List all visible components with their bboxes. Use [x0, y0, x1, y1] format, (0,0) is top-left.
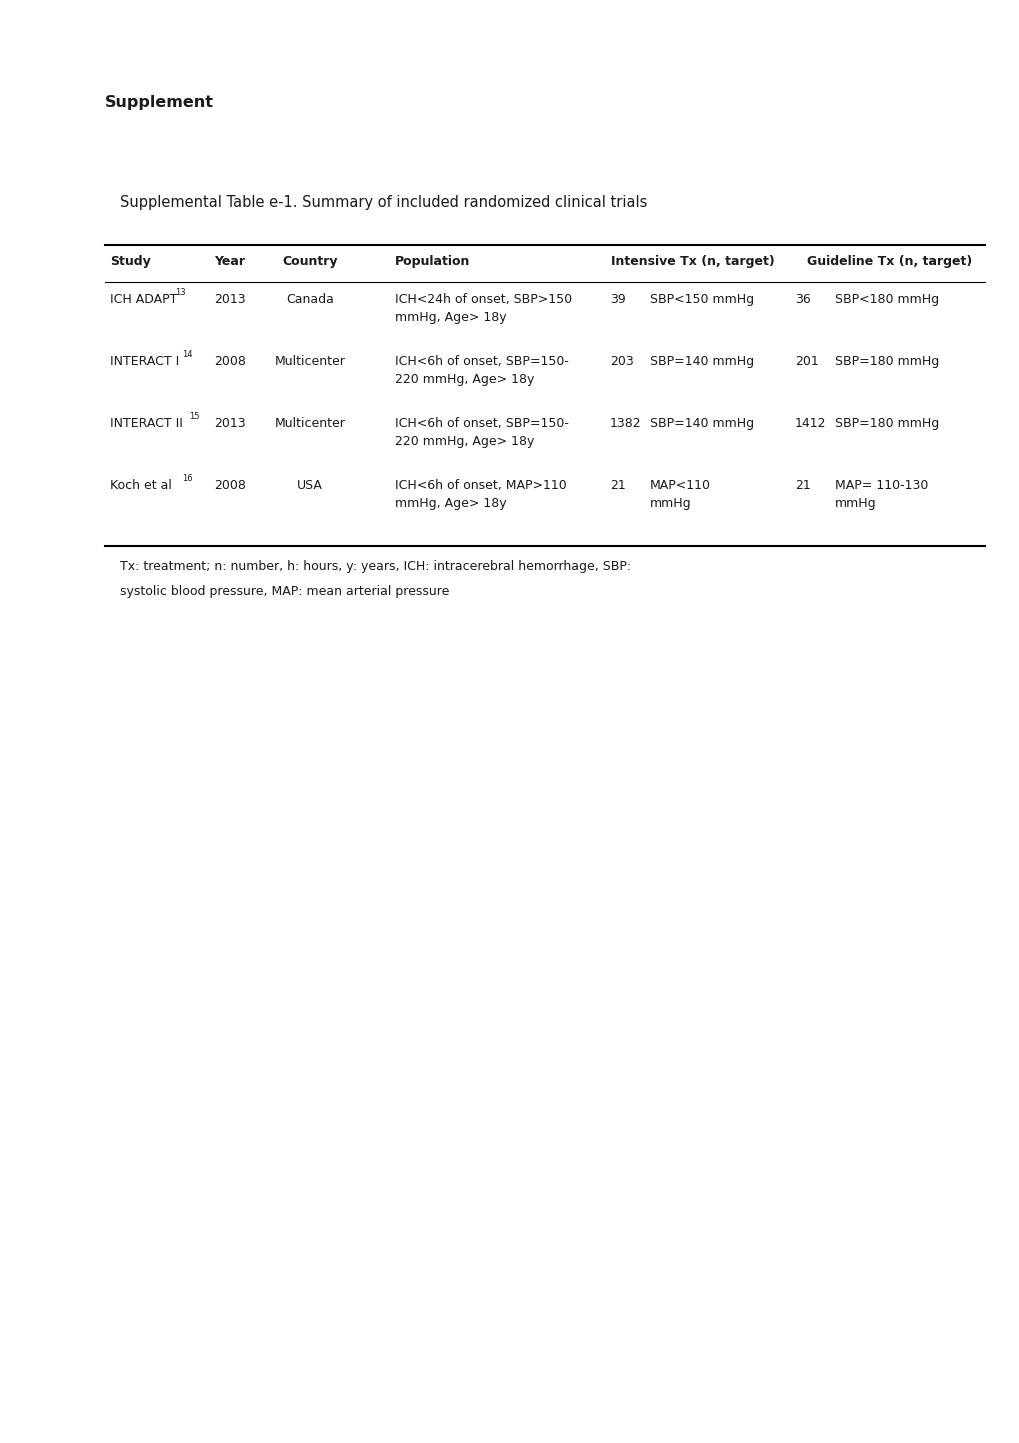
- Text: USA: USA: [297, 479, 323, 492]
- Text: mmHg, Age> 18y: mmHg, Age> 18y: [394, 310, 506, 323]
- Text: SBP=180 mmHg: SBP=180 mmHg: [835, 417, 938, 430]
- Text: 1382: 1382: [609, 417, 641, 430]
- Text: SBP<180 mmHg: SBP<180 mmHg: [835, 293, 938, 306]
- Text: Intensive Tx (n, target): Intensive Tx (n, target): [610, 255, 773, 268]
- Text: ICH<6h of onset, SBP=150-: ICH<6h of onset, SBP=150-: [394, 355, 569, 368]
- Text: SBP<150 mmHg: SBP<150 mmHg: [649, 293, 753, 306]
- Text: 220 mmHg, Age> 18y: 220 mmHg, Age> 18y: [394, 434, 534, 447]
- Text: Guideline Tx (n, target): Guideline Tx (n, target): [807, 255, 972, 268]
- Text: 203: 203: [609, 355, 633, 368]
- Text: 220 mmHg, Age> 18y: 220 mmHg, Age> 18y: [394, 372, 534, 385]
- Text: 16: 16: [181, 473, 193, 483]
- Text: 21: 21: [609, 479, 625, 492]
- Text: SBP=180 mmHg: SBP=180 mmHg: [835, 355, 938, 368]
- Text: SBP=140 mmHg: SBP=140 mmHg: [649, 417, 753, 430]
- Text: systolic blood pressure, MAP: mean arterial pressure: systolic blood pressure, MAP: mean arter…: [120, 584, 449, 597]
- Text: Koch et al: Koch et al: [110, 479, 172, 492]
- Text: 201: 201: [794, 355, 818, 368]
- Text: 2008: 2008: [214, 355, 246, 368]
- Text: Supplement: Supplement: [105, 95, 214, 110]
- Text: 13: 13: [174, 289, 185, 297]
- Text: ICH<6h of onset, MAP>110: ICH<6h of onset, MAP>110: [394, 479, 567, 492]
- Text: 14: 14: [181, 351, 193, 359]
- Text: Multicenter: Multicenter: [274, 417, 345, 430]
- Text: 36: 36: [794, 293, 810, 306]
- Text: mmHg: mmHg: [649, 496, 691, 509]
- Text: Population: Population: [394, 255, 470, 268]
- Text: 15: 15: [189, 413, 200, 421]
- Text: SBP=140 mmHg: SBP=140 mmHg: [649, 355, 753, 368]
- Text: Tx: treatment; n: number, h: hours, y: years, ICH: intracerebral hemorrhage, SBP: Tx: treatment; n: number, h: hours, y: y…: [120, 560, 631, 573]
- Text: 21: 21: [794, 479, 810, 492]
- Text: Study: Study: [110, 255, 151, 268]
- Text: Canada: Canada: [285, 293, 333, 306]
- Text: 2013: 2013: [214, 417, 246, 430]
- Text: Country: Country: [282, 255, 337, 268]
- Text: ICH<6h of onset, SBP=150-: ICH<6h of onset, SBP=150-: [394, 417, 569, 430]
- Text: 2013: 2013: [214, 293, 246, 306]
- Text: INTERACT II: INTERACT II: [110, 417, 182, 430]
- Text: 2008: 2008: [214, 479, 246, 492]
- Text: Multicenter: Multicenter: [274, 355, 345, 368]
- Text: INTERACT I: INTERACT I: [110, 355, 179, 368]
- Text: mmHg: mmHg: [835, 496, 875, 509]
- Text: 39: 39: [609, 293, 625, 306]
- Text: Year: Year: [214, 255, 246, 268]
- Text: MAP<110: MAP<110: [649, 479, 710, 492]
- Text: Supplemental Table e-1. Summary of included randomized clinical trials: Supplemental Table e-1. Summary of inclu…: [120, 195, 647, 211]
- Text: mmHg, Age> 18y: mmHg, Age> 18y: [394, 496, 506, 509]
- Text: 1412: 1412: [794, 417, 825, 430]
- Text: ICH ADAPT: ICH ADAPT: [110, 293, 177, 306]
- Text: MAP= 110-130: MAP= 110-130: [835, 479, 927, 492]
- Text: ICH<24h of onset, SBP>150: ICH<24h of onset, SBP>150: [394, 293, 572, 306]
